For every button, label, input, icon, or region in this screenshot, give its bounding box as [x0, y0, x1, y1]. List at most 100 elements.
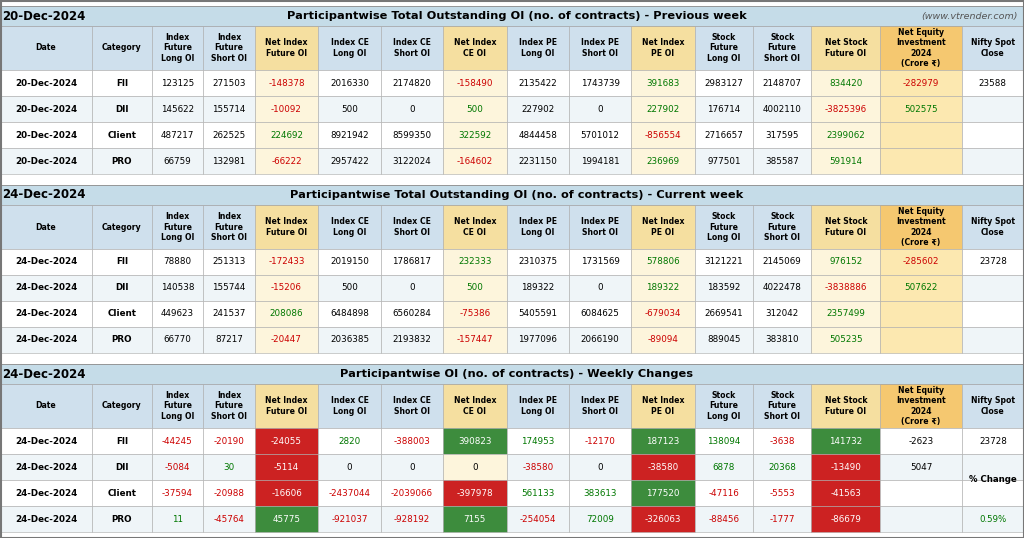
- Text: -1777: -1777: [769, 514, 795, 523]
- Bar: [381, 480, 443, 506]
- Text: 0: 0: [597, 463, 603, 471]
- Bar: [881, 384, 962, 428]
- Text: 2135422: 2135422: [518, 79, 557, 88]
- Text: 6084625: 6084625: [581, 309, 620, 318]
- Bar: [569, 454, 631, 480]
- Bar: [443, 301, 507, 327]
- Text: -172433: -172433: [268, 258, 305, 266]
- Bar: [631, 26, 695, 70]
- Bar: [631, 428, 695, 454]
- Text: Nifty Spot
Close: Nifty Spot Close: [971, 38, 1015, 58]
- Bar: [753, 275, 811, 301]
- Text: Index
Future
Long OI: Index Future Long OI: [161, 212, 195, 242]
- Text: -388003: -388003: [393, 436, 430, 445]
- Text: 145622: 145622: [161, 104, 194, 114]
- Bar: [203, 205, 255, 249]
- Bar: [753, 148, 811, 174]
- Text: Index CE
Short OI: Index CE Short OI: [393, 38, 431, 58]
- Text: 23588: 23588: [979, 79, 1007, 88]
- Bar: [318, 96, 381, 122]
- Bar: [318, 148, 381, 174]
- Text: 155714: 155714: [212, 104, 246, 114]
- Bar: [255, 301, 318, 327]
- Bar: [569, 70, 631, 96]
- Text: 24-Dec-2024: 24-Dec-2024: [15, 436, 77, 445]
- Bar: [318, 301, 381, 327]
- Text: -2623: -2623: [908, 436, 934, 445]
- Text: 5701012: 5701012: [581, 131, 620, 139]
- Bar: [0, 480, 92, 506]
- Bar: [569, 26, 631, 70]
- Bar: [92, 327, 152, 353]
- Bar: [152, 96, 203, 122]
- Text: Index PE
Long OI: Index PE Long OI: [519, 397, 557, 416]
- Bar: [152, 454, 203, 480]
- Bar: [203, 249, 255, 275]
- Text: FII: FII: [116, 258, 128, 266]
- Text: -3838886: -3838886: [824, 284, 867, 293]
- Bar: [881, 454, 962, 480]
- Bar: [255, 122, 318, 148]
- Bar: [753, 454, 811, 480]
- Bar: [569, 148, 631, 174]
- Text: 224692: 224692: [270, 131, 303, 139]
- Text: 500: 500: [341, 284, 358, 293]
- Bar: [569, 96, 631, 122]
- Bar: [92, 249, 152, 275]
- Bar: [631, 205, 695, 249]
- Bar: [381, 96, 443, 122]
- Bar: [695, 148, 753, 174]
- Text: 2145069: 2145069: [763, 258, 802, 266]
- Text: -13490: -13490: [830, 463, 861, 471]
- Text: 591914: 591914: [829, 157, 862, 166]
- Text: Index
Future
Short OI: Index Future Short OI: [211, 391, 247, 421]
- Text: 312042: 312042: [766, 309, 799, 318]
- Bar: [381, 428, 443, 454]
- Text: 20368: 20368: [768, 463, 796, 471]
- Text: 4002110: 4002110: [763, 104, 802, 114]
- Bar: [318, 249, 381, 275]
- Text: 0: 0: [409, 284, 415, 293]
- Bar: [381, 249, 443, 275]
- Text: 78880: 78880: [164, 258, 191, 266]
- Bar: [962, 205, 1024, 249]
- Bar: [962, 275, 1024, 301]
- Text: 72009: 72009: [586, 514, 614, 523]
- Bar: [443, 454, 507, 480]
- Text: 3122024: 3122024: [392, 157, 431, 166]
- Text: 176714: 176714: [708, 104, 740, 114]
- Bar: [0, 148, 92, 174]
- Bar: [152, 327, 203, 353]
- Text: 24-Dec-2024: 24-Dec-2024: [15, 514, 77, 523]
- Text: 24-Dec-2024: 24-Dec-2024: [15, 336, 77, 344]
- Bar: [318, 275, 381, 301]
- Text: -88456: -88456: [709, 514, 739, 523]
- Bar: [962, 454, 1024, 480]
- Bar: [92, 480, 152, 506]
- Text: 23728: 23728: [979, 436, 1007, 445]
- Bar: [631, 480, 695, 506]
- Bar: [203, 70, 255, 96]
- Bar: [881, 96, 962, 122]
- Bar: [152, 275, 203, 301]
- Text: 2148707: 2148707: [763, 79, 802, 88]
- Text: Stock
Future
Long OI: Stock Future Long OI: [708, 391, 740, 421]
- Bar: [881, 26, 962, 70]
- Text: 449623: 449623: [161, 309, 194, 318]
- Bar: [881, 428, 962, 454]
- Text: PRO: PRO: [112, 514, 132, 523]
- Bar: [203, 327, 255, 353]
- Bar: [753, 70, 811, 96]
- Bar: [507, 384, 569, 428]
- Text: -12170: -12170: [585, 436, 615, 445]
- Bar: [152, 480, 203, 506]
- Text: 2310375: 2310375: [518, 258, 557, 266]
- Text: -41563: -41563: [830, 489, 861, 498]
- Text: 0: 0: [409, 463, 415, 471]
- Text: -254054: -254054: [519, 514, 556, 523]
- Bar: [255, 205, 318, 249]
- Bar: [695, 506, 753, 532]
- Text: -75386: -75386: [459, 309, 490, 318]
- Text: 7155: 7155: [464, 514, 486, 523]
- Bar: [753, 480, 811, 506]
